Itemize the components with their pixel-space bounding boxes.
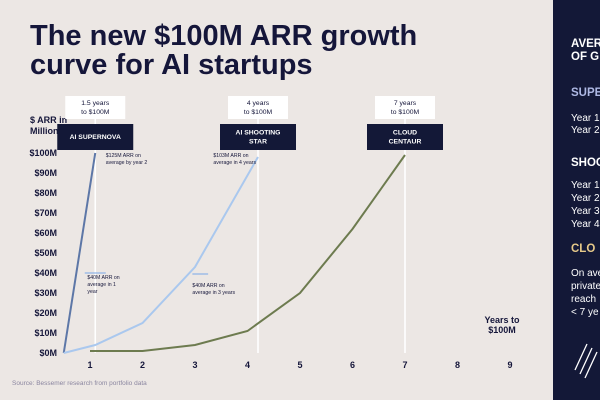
category-label: AI SHOOTING [236, 130, 281, 137]
page-title: The new $100M ARR growth curve for AI st… [30, 22, 550, 80]
years-to-100m-label: 1.5 years [81, 100, 110, 107]
y-tick-label: $80M [34, 188, 57, 198]
sidebar-cloud-title: CLO [571, 243, 596, 255]
x-tick-label: 1 [87, 360, 92, 370]
x-tick-label: 6 [350, 360, 355, 370]
y-tick-label: $60M [34, 228, 57, 238]
years-to-100m-label: 4 years [247, 100, 270, 107]
x-tick-label: 8 [455, 360, 460, 370]
x-tick-label: 5 [297, 360, 302, 370]
category-label: CENTAUR [389, 139, 422, 146]
x-tick-label: 9 [507, 360, 512, 370]
annotation-text: average in 4 years [213, 160, 256, 166]
sidebar-cloud-item: reach [571, 294, 597, 305]
y-tick-label: $50M [34, 248, 57, 258]
category-label: STAR [249, 139, 267, 146]
years-to-100m-label: to $100M [244, 109, 273, 116]
series-line-ai-supernova [62, 152, 97, 354]
annotation-text: $125M ARR on [106, 153, 141, 159]
sidebar-supernova-item: Year 2 [571, 125, 600, 136]
y-axis-label: Millions [30, 126, 64, 136]
x-axis-label: Years to [484, 315, 520, 325]
y-tick-label: $70M [34, 208, 57, 218]
years-box [65, 96, 126, 119]
years-box [228, 96, 288, 119]
y-tick-label: $40M [34, 268, 57, 278]
category-label-box [367, 124, 443, 150]
years-to-100m-label: to $100M [391, 109, 420, 116]
years-box [375, 96, 435, 119]
annotation-text: year [87, 289, 97, 295]
sidebar-shooting-title: SHOO [571, 157, 600, 169]
x-axis-label: $100M [488, 325, 516, 335]
slash-graphic-icon [574, 343, 598, 379]
annotation-text: average by year 2 [106, 160, 148, 166]
sidebar-heading-2: OF G [571, 51, 600, 63]
annotation-text: $40M ARR on [87, 275, 119, 281]
sidebar-supernova-title: SUPE [571, 87, 600, 99]
annotation-text: $40M ARR on [192, 283, 224, 289]
title-line-2: curve for AI startups [30, 49, 313, 81]
years-to-100m-label: 7 years [394, 100, 417, 107]
sidebar-supernova-item: Year 1 [571, 113, 600, 124]
y-tick-label: $20M [34, 308, 57, 318]
x-tick-label: 2 [140, 360, 145, 370]
sidebar-heading-1: AVER [571, 38, 600, 50]
x-tick-label: 4 [245, 360, 250, 370]
sidebar-panel: AVER OF G SUPE Year 1 Year 2 SHOO Year 1… [553, 0, 600, 400]
y-tick-label: $100M [29, 148, 57, 158]
sidebar-shooting-item: Year 4 [571, 219, 600, 230]
series-line-cloud-centaur [90, 154, 406, 352]
title-line-1: The new $100M ARR growth [30, 20, 418, 52]
y-tick-label: $90M [34, 168, 57, 178]
y-tick-label: $0M [39, 348, 57, 358]
source-note: Source: Bessemer research from portfolio… [12, 380, 147, 387]
y-axis-label: $ ARR in [30, 115, 67, 125]
x-tick-label: 3 [192, 360, 197, 370]
annotation-text: average in 3 years [192, 290, 235, 296]
sidebar-cloud-item: On ave [571, 268, 600, 279]
sidebar-shooting-item: Year 2 [571, 193, 600, 204]
years-to-100m-label: to $100M [81, 109, 110, 116]
category-label-box [57, 124, 134, 150]
sidebar-shooting-item: Year 3 [571, 206, 600, 217]
category-label: AI SUPERNOVA [70, 134, 121, 141]
category-label-box [220, 124, 296, 150]
x-tick-label: 7 [402, 360, 407, 370]
category-label: CLOUD [393, 130, 417, 137]
sidebar-shooting-item: Year 1 [571, 180, 600, 191]
sidebar-cloud-item: private [571, 281, 600, 292]
sidebar-cloud-item: < 7 ye [571, 307, 599, 318]
annotation-text: average in 1 [87, 282, 116, 288]
y-tick-label: $10M [34, 328, 57, 338]
annotation-text: $103M ARR on [213, 153, 248, 159]
y-tick-label: $30M [34, 288, 57, 298]
series-line-ai-shooting-star [63, 156, 259, 354]
